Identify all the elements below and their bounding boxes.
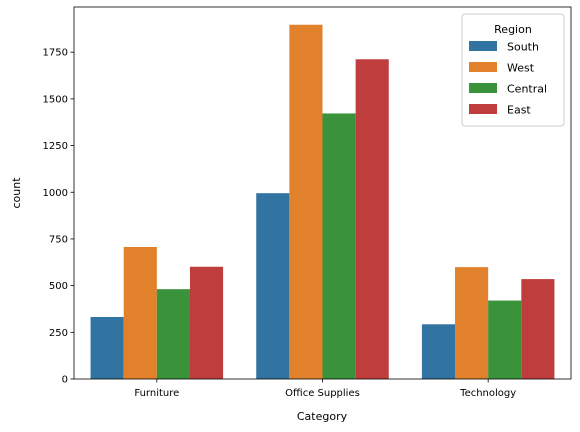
x-tick-label: Office Supplies [285,388,360,399]
y-tick-label: 250 [49,328,68,339]
y-tick-label: 750 [49,234,68,245]
y-tick-label: 1250 [43,141,68,152]
legend: Region South West Central East [461,13,565,127]
y-tick-label: 500 [49,281,68,292]
legend-swatch-south [469,41,497,51]
x-tick-label: Technology [459,388,516,399]
y-tick-label: 1750 [43,48,68,59]
bar-office-supplies-central [322,113,356,379]
legend-label-central: Central [507,83,547,96]
y-tick-label: 0 [62,375,68,386]
legend-swatch-west [469,62,497,72]
y-axis: 0 250 500 750 1000 1250 1500 1750 [43,48,74,386]
x-axis-title: Category [297,410,348,423]
bars-group [90,24,555,380]
legend-label-east: East [507,104,531,117]
bar-office-supplies-south [256,193,290,379]
bar-office-supplies-west [289,24,323,379]
x-axis: Furniture Office Supplies Technology [134,379,516,399]
legend-label-west: West [507,62,535,75]
bar-technology-south [421,324,456,379]
y-axis-title: count [10,177,23,209]
bar-technology-central [488,300,522,379]
x-tick-label: Furniture [134,388,179,399]
bar-office-supplies-east [355,59,389,380]
plot-frame [73,6,572,380]
legend-swatch-east [469,104,497,114]
legend-title: Region [494,23,532,36]
bar-technology-west [455,267,489,379]
bar-furniture-west [123,246,157,379]
y-tick-label: 1000 [43,188,68,199]
y-tick-label: 1500 [43,94,68,105]
bar-furniture-central [156,289,190,379]
bar-furniture-east [189,266,224,379]
bar-technology-east [521,279,555,379]
legend-swatch-central [469,83,497,93]
bar-furniture-south [90,317,124,379]
legend-label-south: South [507,41,539,54]
